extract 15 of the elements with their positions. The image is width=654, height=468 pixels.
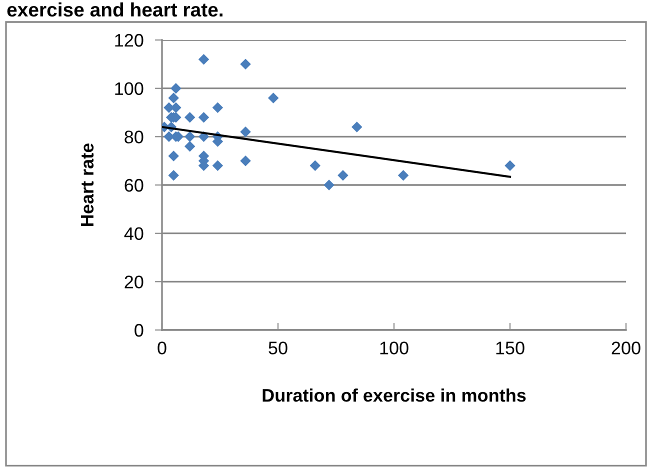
x-axis-title: Duration of exercise in months: [262, 388, 526, 402]
y-tick-label: 40: [124, 227, 144, 240]
y-tick-label: 120: [115, 34, 144, 47]
y-axis-title: Heart rate: [80, 143, 94, 226]
chart-title: exercise and heart rate.: [7, 2, 222, 17]
x-tick-label: 50: [268, 342, 288, 354]
x-tick-label: 0: [158, 342, 166, 354]
x-tick-label: 150: [496, 342, 524, 354]
y-tick-label: 100: [115, 82, 144, 96]
y-tick-label: 60: [124, 178, 144, 192]
y-tick-label: 20: [124, 276, 144, 288]
y-tick-label: 0: [134, 324, 144, 337]
x-tick-label: 100: [380, 342, 408, 354]
x-tick-label: 200: [612, 342, 640, 354]
y-tick-label: 80: [124, 130, 144, 144]
